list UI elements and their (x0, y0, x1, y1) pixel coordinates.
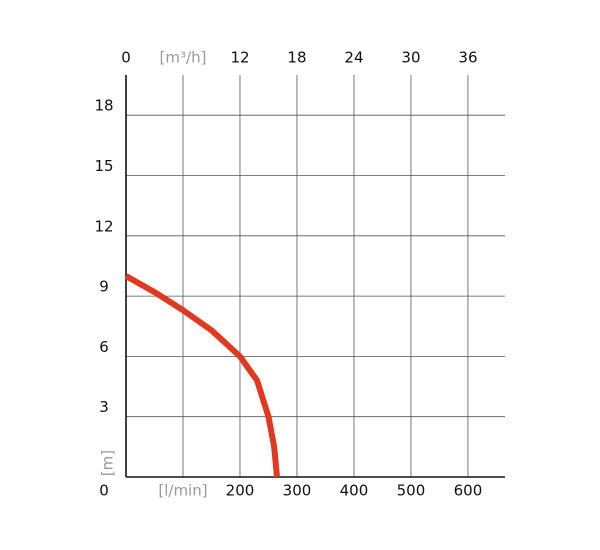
x-tick-label: 300 (283, 482, 312, 500)
x2-tick-label: 12 (230, 49, 249, 67)
x2-tick-label: 18 (287, 49, 306, 67)
x-tick-label: 500 (397, 482, 426, 500)
x2-tick-label: 0 (121, 49, 131, 67)
x2-tick-label: 30 (401, 49, 420, 67)
x-tick-label: 600 (454, 482, 483, 500)
x-tick-label: [l/min] (158, 482, 207, 500)
y-tick-label: 9 (99, 278, 109, 296)
y-tick-label: 15 (94, 157, 113, 175)
y-tick-label: 18 (94, 97, 113, 115)
curve (124, 273, 281, 478)
y-tick-label: 0 (99, 482, 109, 500)
x2-tick-label: [m³/h] (160, 49, 207, 67)
x2-tick-label: 36 (458, 49, 477, 67)
y-axis-label: [m] (99, 450, 117, 476)
x-tick-label: 400 (340, 482, 369, 500)
x-tick-label: 200 (226, 482, 255, 500)
x2-tick-label: 24 (344, 49, 363, 67)
y-tick-label: 12 (94, 217, 113, 235)
y-tick-label: 6 (99, 338, 109, 356)
y-tick-label: 3 (99, 398, 109, 416)
